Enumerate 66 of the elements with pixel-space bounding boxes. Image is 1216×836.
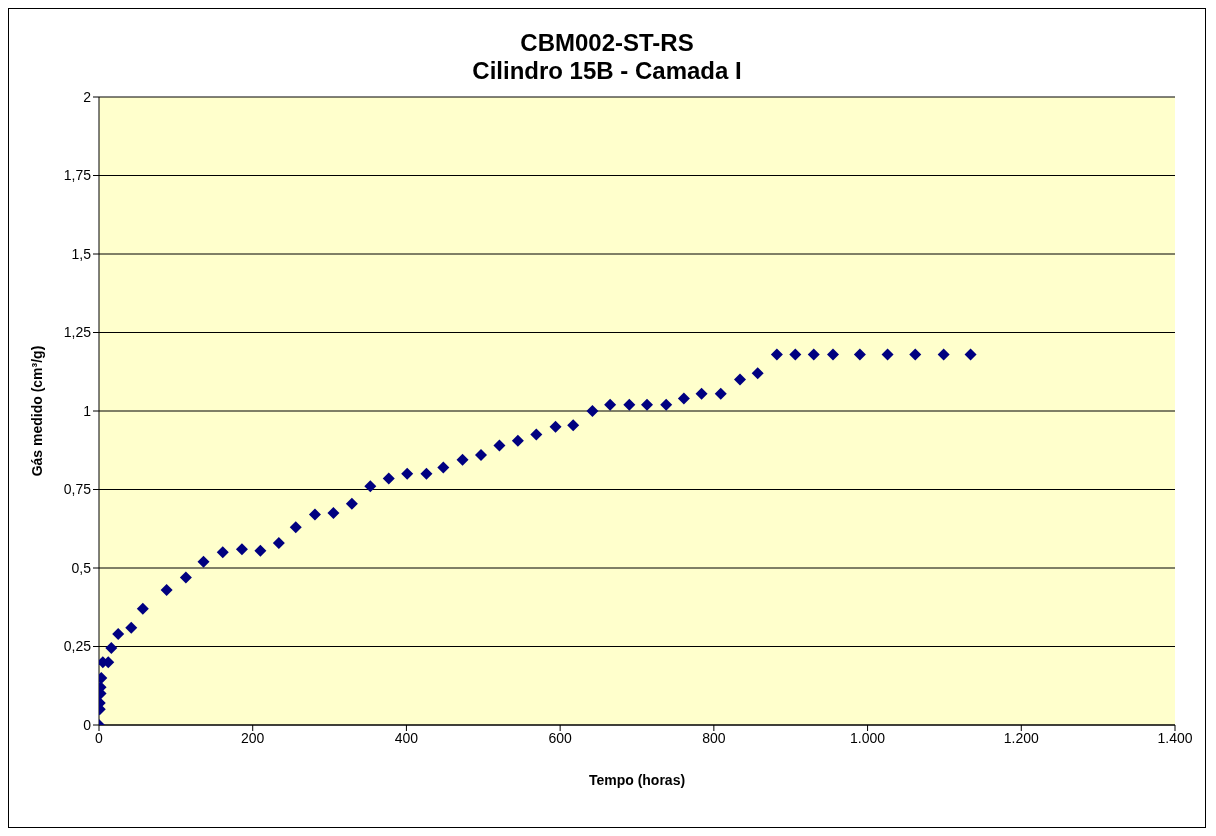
y-tick-label: 1,25 [63, 324, 92, 341]
x-tick-label: 400 [394, 729, 419, 746]
point [714, 387, 727, 400]
y-tick-label: 2 [83, 88, 92, 105]
chart-title: CBM002-ST-RS Cilindro 15B - Camada I [471, 28, 743, 85]
y-tick-label: 1,75 [63, 167, 92, 184]
point [604, 398, 617, 411]
y-tick-label: 1,5 [71, 245, 92, 262]
y-tick-label: 0,5 [71, 559, 92, 576]
x-axis-title: Tempo (horas) [588, 772, 686, 788]
point [826, 348, 839, 361]
point [493, 439, 506, 452]
point [160, 583, 173, 596]
x-tick-label: 200 [241, 729, 265, 746]
point [254, 544, 267, 557]
x-tick-label: 1.400 [1157, 729, 1193, 746]
point [289, 521, 302, 534]
point [660, 398, 673, 411]
x-tick-label: 1.000 [850, 729, 886, 746]
point [530, 428, 543, 441]
point [474, 448, 487, 461]
y-axis-title: Gás medido (cm³/g) [28, 345, 45, 477]
x-tick-label: 0 [95, 729, 104, 746]
point [881, 348, 894, 361]
point [567, 419, 580, 432]
point [420, 467, 433, 480]
point [549, 420, 562, 433]
point [586, 405, 599, 417]
point [327, 507, 340, 520]
point [437, 461, 450, 474]
y-tick-label: 1 [83, 402, 92, 419]
point [964, 348, 977, 361]
y-tick-label: 0,75 [63, 481, 92, 498]
point [623, 398, 636, 411]
point [112, 627, 125, 640]
point [909, 348, 922, 361]
point [751, 367, 764, 380]
point [105, 642, 118, 655]
point [401, 467, 414, 480]
point [789, 348, 802, 361]
y-tick-label: 0 [83, 716, 92, 733]
point [125, 621, 138, 634]
point [640, 398, 653, 411]
point [770, 348, 783, 361]
point [364, 480, 377, 493]
point [197, 555, 210, 568]
point [216, 546, 229, 559]
point [456, 453, 469, 466]
point [733, 373, 746, 386]
y-tick-label: 0,25 [63, 638, 92, 655]
point [382, 472, 395, 485]
point [807, 348, 820, 361]
point [235, 543, 248, 556]
point [179, 571, 192, 584]
x-tick-label: 1.200 [1003, 729, 1040, 746]
x-tick-label: 800 [702, 729, 726, 746]
x-tick-label: 600 [548, 729, 573, 746]
point [677, 392, 690, 405]
point [345, 497, 358, 510]
point [853, 348, 866, 361]
point [937, 348, 950, 361]
point [272, 536, 285, 549]
point [308, 508, 321, 521]
point [136, 602, 149, 615]
point [511, 434, 524, 447]
point [695, 387, 708, 400]
